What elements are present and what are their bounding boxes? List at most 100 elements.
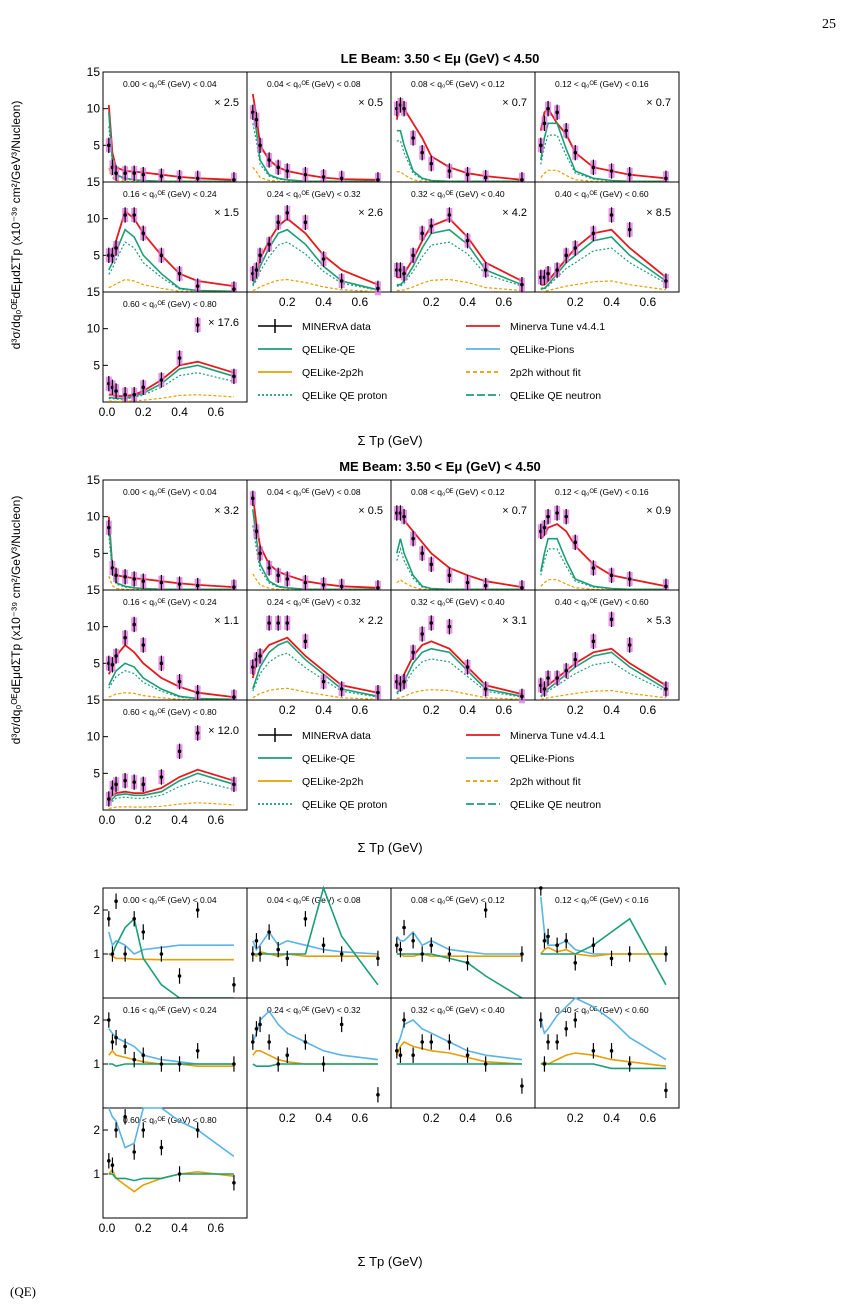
data-point xyxy=(573,1018,578,1022)
data-point xyxy=(114,171,118,175)
y-tick-label: 15 xyxy=(87,175,101,189)
data-point xyxy=(276,165,281,170)
data-point xyxy=(520,178,524,182)
data-point xyxy=(232,178,236,182)
scale-factor: × 0.7 xyxy=(502,505,527,517)
series-qelike-qe-proton xyxy=(396,140,522,182)
data-point xyxy=(123,171,127,175)
series-qelike-qe-proton xyxy=(540,661,667,698)
x-tick-label: 0.2 xyxy=(279,703,296,717)
data-point xyxy=(447,1040,452,1044)
data-point xyxy=(339,687,344,691)
y-tick-label: 1 xyxy=(93,947,100,961)
data-point xyxy=(114,782,118,787)
y-tick-label: 15 xyxy=(87,693,101,707)
y-tick-label: 15 xyxy=(87,473,101,487)
data-point xyxy=(447,624,452,629)
series-qelike-qe-proton xyxy=(108,670,234,700)
x-tick-label: 0.6 xyxy=(495,295,512,309)
legend-label: 2p2h without fit xyxy=(510,367,581,379)
y-tick-label: 5 xyxy=(93,766,100,780)
data-point xyxy=(411,1053,415,1057)
bin-label: 0.16 < q₀ᴼᴱ (GeV) < 0.24 xyxy=(123,597,217,607)
scale-factor: × 8.5 xyxy=(646,207,671,219)
bin-label: 0.40 < q₀ᴼᴱ (GeV) < 0.60 xyxy=(555,597,649,607)
data-point xyxy=(542,1062,547,1066)
data-point xyxy=(465,1053,470,1057)
bin-label: 0.60 < q₀ᴼᴱ (GeV) < 0.80 xyxy=(123,1115,217,1125)
y-tick-label: 10 xyxy=(87,510,101,524)
x-tick-label: 0.0 xyxy=(99,813,116,827)
data-point xyxy=(376,178,380,182)
data-point xyxy=(402,1018,406,1022)
data-point xyxy=(232,585,236,589)
data-point xyxy=(177,1062,182,1066)
data-point xyxy=(195,323,200,327)
data-point xyxy=(159,1062,164,1066)
data-point xyxy=(627,172,632,177)
data-point xyxy=(395,1049,399,1053)
series-qelike-qe xyxy=(108,772,235,804)
data-point xyxy=(420,231,425,236)
panel-frame xyxy=(102,181,248,293)
legend: MINERvA data Minerva Tune v4.4.1 QELike-QE… xyxy=(258,319,605,402)
data-point xyxy=(429,562,434,567)
panel-frame xyxy=(102,887,248,999)
data-point xyxy=(123,213,127,217)
data-point xyxy=(141,1128,146,1132)
panel-3: 0.08 < q₀ᴼᴱ (GeV) < 0.12 × 0.7 xyxy=(390,479,536,595)
data-point xyxy=(258,143,262,148)
data-point xyxy=(123,575,127,579)
bin-label: 0.04 < q₀ᴼᴱ (GeV) < 0.08 xyxy=(267,79,361,89)
series-qelike-qe-proton xyxy=(540,134,666,182)
series-qelike-qe-proton xyxy=(252,652,378,698)
y-tick-label: 10 xyxy=(87,322,101,336)
data-point xyxy=(339,279,344,283)
data-point xyxy=(141,231,146,236)
data-point xyxy=(123,1115,127,1119)
panel-8: 0.2 0.4 0.6 0.40 < q₀ᴼᴱ (GeV) < 0.60 × 5.3 xyxy=(534,589,680,717)
data-point xyxy=(195,1128,200,1132)
series-2p2h-without-fit xyxy=(108,394,234,402)
panel-6: 0.2 0.4 0.6 0.24 < q₀ᴼᴱ (GeV) < 0.32 × 2.6 xyxy=(246,181,392,309)
x-tick-label: 0.4 xyxy=(603,1111,620,1125)
data-point xyxy=(114,899,118,903)
x-tick-label: 0.4 xyxy=(315,1111,332,1125)
y-tick-label: 5 xyxy=(93,138,100,152)
data-point xyxy=(177,974,182,978)
series-2p2h-without-fit xyxy=(540,280,666,292)
x-tick-label: 0.2 xyxy=(423,1111,440,1125)
bin-label: 0.16 < q₀ᴼᴱ (GeV) < 0.24 xyxy=(123,1005,217,1015)
bin-label: 0.24 < q₀ᴼᴱ (GeV) < 0.32 xyxy=(267,597,361,607)
y-tick-label: 10 xyxy=(87,620,101,634)
legend-label: QELike-2p2h xyxy=(302,776,363,788)
series-2p2h-without-fit xyxy=(108,278,234,293)
series-2p2h-without-fit xyxy=(396,578,522,591)
data-point xyxy=(395,943,399,947)
y-tick-label: 15 xyxy=(87,583,101,597)
data-point xyxy=(123,635,127,640)
data-point xyxy=(159,378,164,382)
data-point xyxy=(141,385,146,390)
series-qelike-pions xyxy=(540,997,667,1061)
series-2p2h-without-fit xyxy=(540,579,666,591)
data-point xyxy=(398,947,403,952)
scale-factor: × 0.5 xyxy=(358,505,383,517)
legend-label: QELike-Pions xyxy=(510,753,574,765)
data-point xyxy=(376,956,380,961)
y-tick-label: 5 xyxy=(93,656,100,670)
data-point xyxy=(107,1018,111,1022)
data-point xyxy=(564,668,568,673)
legend: MINERvA data Minerva Tune v4.4.1 QELike-QE… xyxy=(258,728,605,811)
panel-4: 0.12 < q₀ᴼᴱ (GeV) < 0.16 xyxy=(534,886,680,999)
data-point xyxy=(285,169,290,173)
series-qelike-qe-proton xyxy=(540,247,667,290)
data-point xyxy=(376,690,380,695)
y-tick-label: 1 xyxy=(93,1057,100,1071)
x-tick-label: 0.2 xyxy=(135,405,152,419)
data-point xyxy=(159,775,164,779)
data-point xyxy=(465,580,470,585)
bin-label: 0.04 < q₀ᴼᴱ (GeV) < 0.08 xyxy=(267,895,361,905)
series-2p2h-without-fit xyxy=(252,687,378,700)
x-tick-label: 0.4 xyxy=(315,295,332,309)
